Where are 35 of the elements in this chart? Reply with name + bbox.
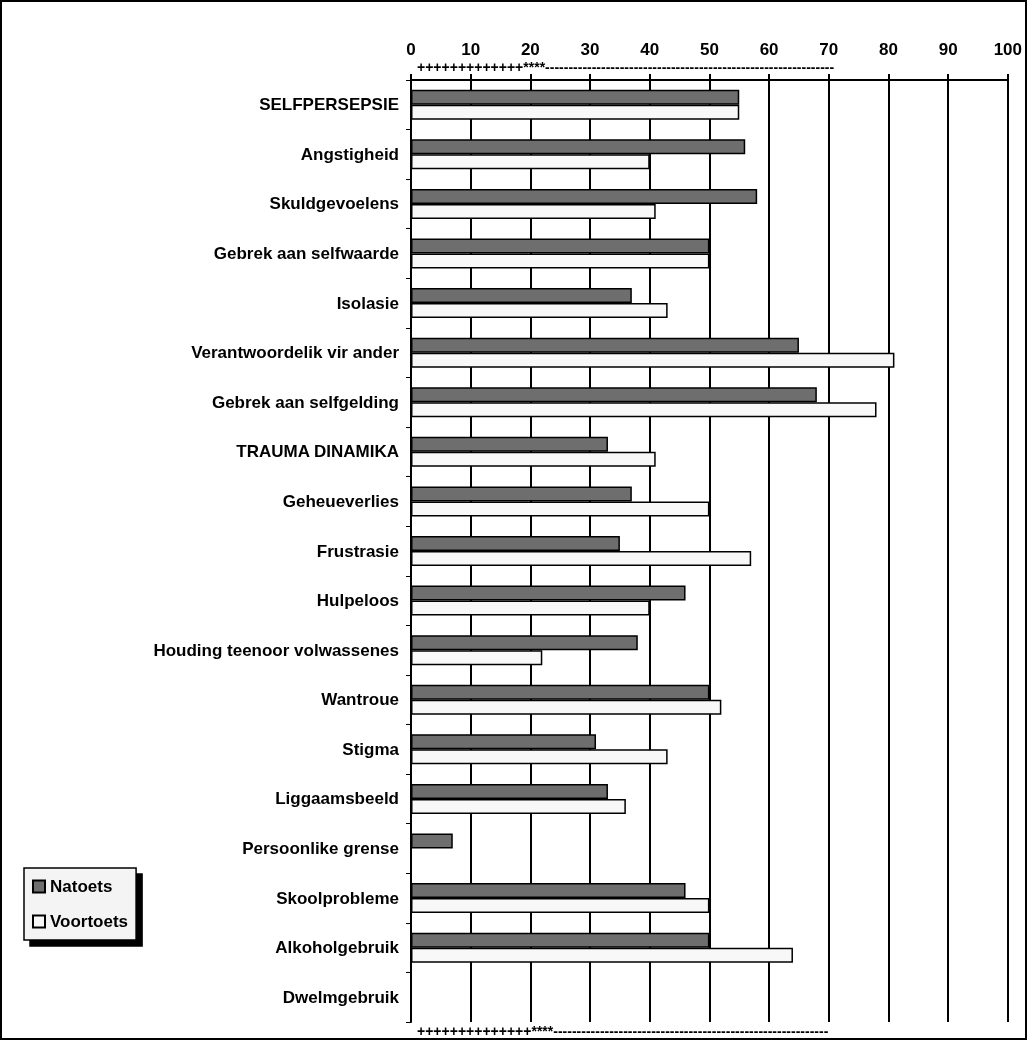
text: ++++++++++++++****-----------------------------------------------------------: [417, 1023, 829, 1039]
y-tick-label: Houding teenoor volwassenes: [153, 640, 399, 660]
x-tick-label: 40: [640, 40, 660, 59]
y-tick-label: Skoolprobleme: [276, 888, 399, 908]
y-tick-label: Gebrek aan selfwaarde: [213, 244, 399, 264]
y-tick-label: Alkoholgebruik: [275, 938, 400, 958]
x-tick-label: 20: [520, 40, 540, 59]
legend-label: Natoets: [50, 877, 113, 896]
x-tick-label: 0: [406, 40, 416, 59]
bar: [411, 833, 453, 849]
x-tick-label: 30: [580, 40, 600, 59]
x-tick-label: 60: [759, 40, 779, 59]
y-tick-label: Wantroue: [321, 690, 399, 710]
x-tick-label: 70: [819, 40, 839, 59]
y-tick-label: Frustrasie: [316, 541, 399, 561]
y-tick-label: Persoonlike grense: [242, 838, 399, 858]
x-tick-label: 90: [938, 40, 958, 59]
y-tick-label: TRAUMA DINAMIKA: [236, 442, 399, 462]
x-tick-label: 100: [993, 40, 1023, 59]
x-tick-label: 50: [699, 40, 719, 59]
y-tick-label: Angstigheid: [300, 144, 399, 164]
y-tick-label: Verantwoordelik vir ander: [191, 343, 400, 363]
legend-label: Voortoets: [50, 912, 129, 931]
y-tick-label: Hulpeloos: [316, 591, 399, 611]
y-tick-label: Geheueverlies: [282, 491, 399, 511]
y-tick-label: Skuldgevoelens: [269, 194, 399, 214]
y-tick-label: Liggaamsbeeld: [275, 789, 399, 809]
x-tick-label: 10: [461, 40, 481, 59]
y-tick-label: Stigma: [342, 739, 400, 759]
y-tick-label: Gebrek aan selfgelding: [211, 392, 399, 412]
y-tick-label: Isolasie: [336, 293, 399, 313]
text: +++++++++++++****--------------------------------------------------------------: [417, 59, 835, 75]
x-tick-label: 80: [878, 40, 898, 59]
y-tick-label: SELFPERSEPSIE: [259, 95, 399, 115]
y-tick-label: Dwelmgebruik: [282, 987, 400, 1007]
